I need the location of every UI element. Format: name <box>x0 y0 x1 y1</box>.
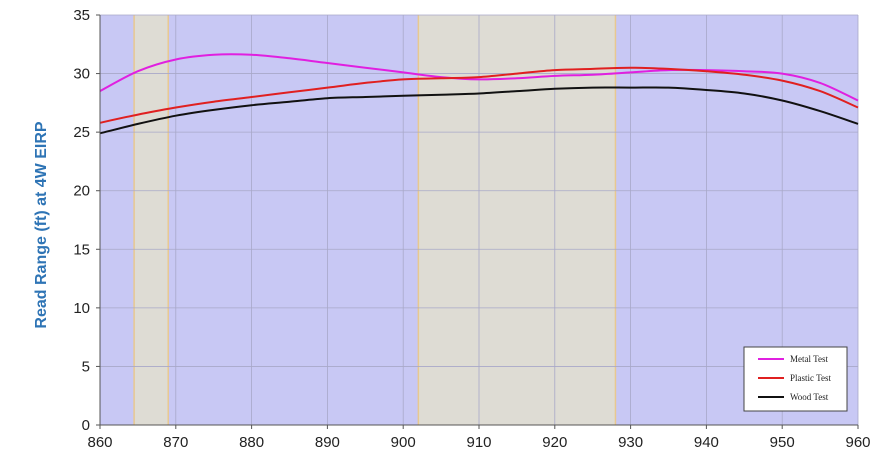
legend: Metal Test Plastic Test Wood Test <box>743 346 848 412</box>
y-axis-ticks: 0 5 10 15 20 25 30 35 <box>73 7 100 434</box>
x-tick-label: 920 <box>542 434 567 451</box>
x-tick-label: 880 <box>239 434 264 451</box>
y-tick-label: 0 <box>82 417 90 434</box>
x-axis-ticks: 860 870 880 890 900 910 920 930 940 950 960 <box>87 425 871 451</box>
x-tick-label: 930 <box>618 434 643 451</box>
series-line-2 <box>99 66 859 124</box>
y-tick-label: 35 <box>73 7 90 24</box>
x-tick-label: 960 <box>845 434 870 451</box>
frequency-band-1 <box>134 15 169 425</box>
series-line-1 <box>99 53 859 102</box>
series-line-3 <box>99 86 859 135</box>
y-tick-label: 30 <box>73 66 90 83</box>
y-tick-label: 20 <box>73 183 90 200</box>
frequency-bands <box>133 15 617 425</box>
frequency-band-2 <box>418 15 616 425</box>
y-tick-label: 10 <box>73 300 90 317</box>
y-tick-label: 15 <box>73 241 90 258</box>
legend-label: Metal Test <box>790 354 828 364</box>
legend-label: Plastic Test <box>790 373 831 383</box>
y-tick-label: 25 <box>73 124 90 141</box>
x-tick-label: 890 <box>315 434 340 451</box>
y-tick-label: 5 <box>82 358 90 375</box>
x-tick-label: 910 <box>466 434 491 451</box>
x-tick-label: 860 <box>87 434 112 451</box>
series-lines <box>99 53 859 135</box>
x-tick-label: 940 <box>694 434 719 451</box>
x-tick-label: 950 <box>770 434 795 451</box>
x-tick-label: 900 <box>391 434 416 451</box>
legend-label: Wood Test <box>790 392 829 402</box>
y-axis-label: Read Range (ft) at 4W EIRP <box>33 121 50 328</box>
x-tick-label: 870 <box>163 434 188 451</box>
